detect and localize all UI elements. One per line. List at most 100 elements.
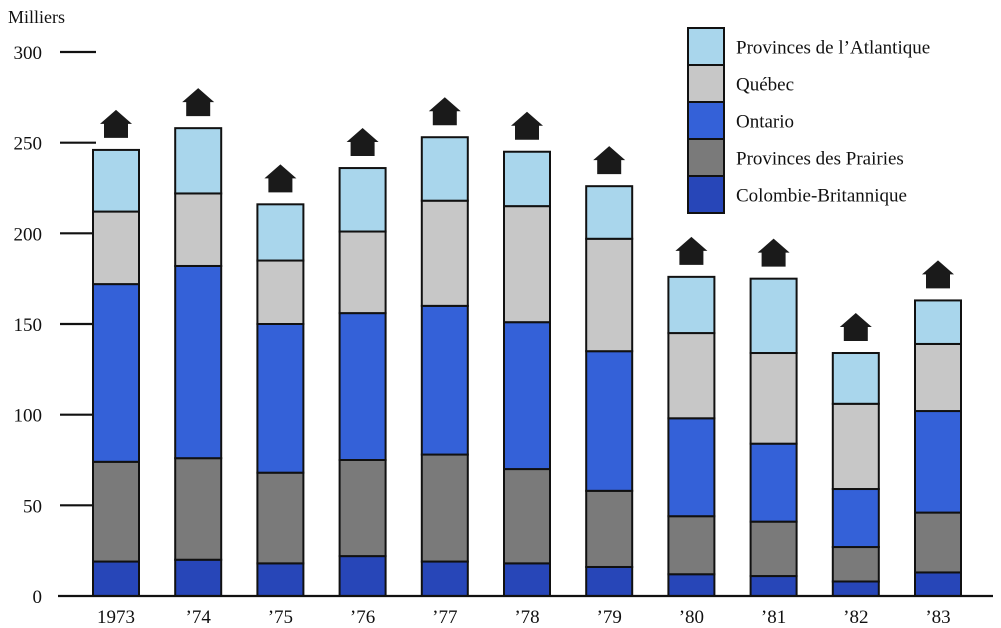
house-icon [922, 260, 954, 289]
house-icon [593, 146, 626, 175]
y-tick-label: 250 [14, 134, 43, 155]
bar-segment [585, 237, 634, 353]
y-axis: 0 50 100 150 200 250 300 [14, 43, 96, 608]
bar-segment [831, 546, 880, 583]
bar-stack [914, 260, 962, 598]
bar-segment [749, 575, 798, 598]
bar-segment [256, 471, 305, 565]
bar-stack [256, 164, 305, 597]
bar-segment [503, 562, 551, 597]
bar-stack [831, 313, 880, 598]
legend-swatch [687, 27, 725, 66]
y-tick-label: 150 [14, 315, 43, 336]
bar-segment [831, 488, 880, 549]
bar-stack [749, 238, 798, 598]
legend: Provinces de l’Atlantique Québec Ontario Pr… [687, 27, 930, 214]
x-tick-label: ’81 [761, 607, 786, 628]
bar-segment [667, 417, 716, 518]
bar-segment [749, 520, 798, 578]
legend-swatch [687, 101, 725, 140]
bar-segment [667, 573, 716, 597]
y-tick-label: 50 [23, 496, 42, 517]
legend-item: Provinces de l’Atlantique [687, 27, 930, 66]
house-icon [511, 111, 543, 140]
x-tick-label: ’74 [186, 607, 212, 628]
bar-segment [667, 332, 716, 420]
legend-item: Colombie-Britannique [687, 175, 907, 214]
bar-segment [503, 150, 551, 208]
bar-stack [92, 109, 140, 598]
bar-segment [420, 560, 469, 598]
bar-segment [256, 203, 305, 262]
bar-segment [914, 571, 962, 598]
x-tick-label: ’76 [350, 607, 375, 628]
bar-segment [174, 558, 223, 598]
bar-stack [585, 146, 634, 598]
bar-segment [503, 321, 551, 471]
bar-segment [585, 350, 634, 492]
bar-segment [585, 565, 634, 598]
legend-swatch [687, 64, 725, 103]
bar-segment [92, 210, 140, 286]
bar-segment [914, 511, 962, 574]
y-tick-label: 0 [33, 587, 43, 608]
bar-segment [749, 352, 798, 445]
bar-segment [749, 442, 798, 523]
y-tick-label: 200 [14, 224, 43, 245]
x-tick-label: ’78 [514, 607, 539, 628]
bar-segment [338, 230, 387, 315]
house-icon [675, 236, 708, 265]
bar-segment [420, 453, 469, 563]
x-tick-label: ’79 [597, 607, 622, 628]
bar-segment [92, 148, 140, 213]
bar-segment [914, 410, 962, 514]
bar-segment [503, 468, 551, 565]
house-icon [182, 88, 215, 117]
bar-segment [174, 457, 223, 561]
legend-item: Ontario [687, 101, 794, 140]
bar-segment [338, 555, 387, 598]
x-tick-label: ’80 [679, 607, 704, 628]
bar-segment [914, 342, 962, 413]
legend-swatch [687, 175, 725, 214]
bar-segment [667, 515, 716, 576]
house-icon [428, 97, 461, 126]
house-icon [100, 109, 132, 138]
bar-segment [92, 460, 140, 563]
house-icon [839, 313, 872, 342]
bar-stack [503, 111, 551, 597]
y-tick-label: 300 [14, 43, 43, 64]
legend-label: Provinces de l’Atlantique [736, 38, 930, 59]
bar-segment [420, 199, 469, 307]
bar-segment [914, 299, 962, 345]
x-axis: 1973 ’74 ’75 ’76 ’77 ’78 ’79 ’80 ’81 ’82 ’83 [58, 594, 993, 628]
bar-segment [174, 192, 223, 267]
bar-segment [831, 580, 880, 598]
legend-label: Ontario [736, 112, 794, 133]
bars [92, 88, 962, 598]
bar-segment [92, 560, 140, 598]
y-tick-label: 100 [14, 406, 43, 427]
bar-segment [420, 304, 469, 456]
bar-segment [174, 127, 223, 195]
bar-segment [831, 402, 880, 491]
y-axis-title: Milliers [8, 7, 65, 27]
legend-label: Québec [736, 75, 794, 96]
x-tick-label: ’75 [268, 607, 293, 628]
bar-segment [256, 259, 305, 325]
x-tick-label: ’83 [925, 607, 950, 628]
bar-segment [338, 459, 387, 558]
legend-item: Québec [687, 64, 794, 103]
bar-segment [667, 275, 716, 335]
bar-segment [338, 312, 387, 461]
legend-swatch [687, 138, 725, 177]
x-tick-label: ’77 [432, 607, 457, 628]
house-icon [264, 164, 297, 193]
bar-stack [338, 128, 387, 598]
bar-segment [420, 136, 469, 202]
bar-segment [585, 185, 634, 240]
bar-stack [667, 236, 716, 597]
bar-segment [174, 264, 223, 460]
legend-item: Provinces des Prairies [687, 138, 904, 177]
